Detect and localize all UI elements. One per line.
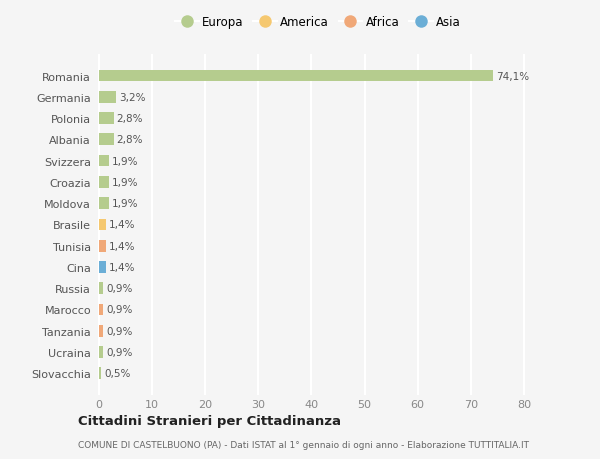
Text: 1,9%: 1,9% — [112, 178, 139, 187]
Text: 74,1%: 74,1% — [496, 71, 529, 81]
Bar — [98, 134, 113, 146]
Text: 2,8%: 2,8% — [117, 114, 143, 124]
Bar — [98, 325, 103, 337]
Bar — [98, 283, 103, 294]
Text: 1,4%: 1,4% — [109, 263, 136, 272]
Bar — [98, 368, 101, 379]
Legend: Europa, America, Africa, Asia: Europa, America, Africa, Asia — [173, 13, 463, 31]
Text: COMUNE DI CASTELBUONO (PA) - Dati ISTAT al 1° gennaio di ogni anno - Elaborazion: COMUNE DI CASTELBUONO (PA) - Dati ISTAT … — [78, 441, 529, 449]
Text: Cittadini Stranieri per Cittadinanza: Cittadini Stranieri per Cittadinanza — [78, 414, 341, 428]
Text: 0,5%: 0,5% — [104, 369, 131, 379]
Text: 1,4%: 1,4% — [109, 220, 136, 230]
Text: 1,9%: 1,9% — [112, 156, 139, 166]
Text: 0,9%: 0,9% — [107, 326, 133, 336]
Bar — [98, 177, 109, 188]
Bar — [98, 71, 493, 82]
Text: 1,4%: 1,4% — [109, 241, 136, 251]
Bar — [98, 198, 109, 209]
Text: 0,9%: 0,9% — [107, 347, 133, 357]
Bar — [98, 219, 106, 231]
Bar — [98, 241, 106, 252]
Bar — [98, 113, 113, 125]
Bar — [98, 92, 116, 103]
Text: 3,2%: 3,2% — [119, 93, 145, 102]
Text: 2,8%: 2,8% — [117, 135, 143, 145]
Text: 0,9%: 0,9% — [107, 284, 133, 294]
Bar — [98, 156, 109, 167]
Text: 0,9%: 0,9% — [107, 305, 133, 315]
Bar — [98, 347, 103, 358]
Bar — [98, 262, 106, 273]
Bar — [98, 304, 103, 316]
Text: 1,9%: 1,9% — [112, 199, 139, 209]
